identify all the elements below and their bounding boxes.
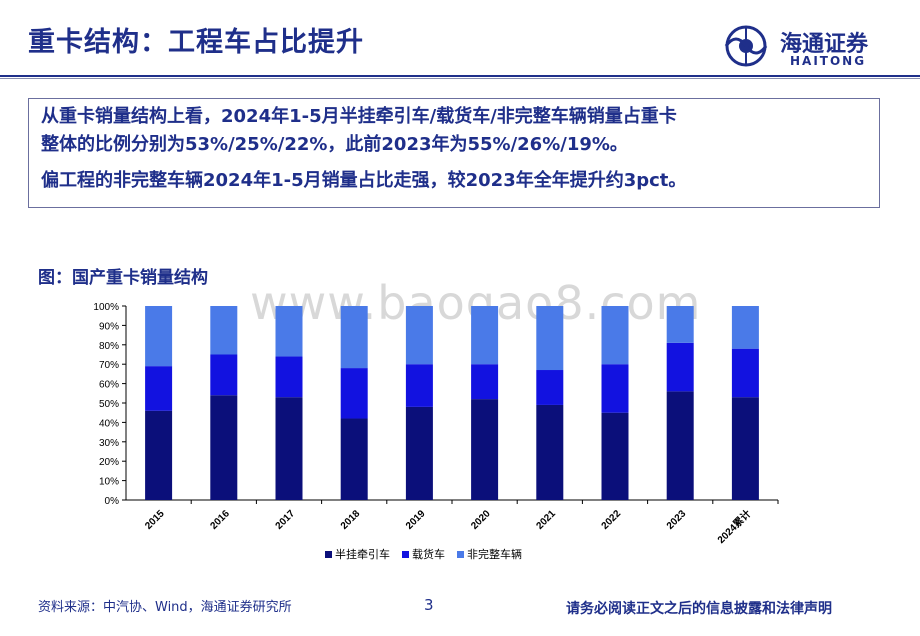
bar-segment [145, 306, 173, 367]
bar-segment [340, 418, 368, 500]
bar-segment [536, 370, 564, 405]
x-tick-label: 2017 [274, 508, 298, 532]
bar-segment [405, 306, 433, 365]
x-tick-label: 2023 [665, 508, 689, 532]
bar-segment [536, 404, 564, 500]
bar-segment [405, 406, 433, 500]
summary-box: 从重卡销量结构上看，2024年1-5月半挂牵引车/载货车/非完整车辆销量占重卡 … [28, 98, 880, 208]
x-tick-label: 2021 [534, 508, 558, 532]
bar-segment [145, 410, 173, 500]
legend-swatch [325, 551, 332, 558]
summary-line-3: 偏工程的非完整车辆2024年1-5月销量占比走强，较2023年全年提升约3pct… [41, 170, 687, 191]
header-rule-thin [0, 78, 920, 79]
bar-segment [210, 395, 238, 500]
bar-segment [275, 356, 303, 398]
bar-segment [666, 306, 694, 343]
bar-segment [731, 348, 759, 398]
legend-label: 非完整车辆 [467, 547, 522, 561]
legend-label: 半挂牵引车 [335, 547, 390, 561]
x-tick-label: 2016 [208, 508, 232, 532]
bar-segment [601, 412, 629, 500]
y-tick-label: 10% [99, 477, 119, 488]
x-tick-label: 2020 [469, 508, 493, 532]
summary-line-2: 整体的比例分别为53%/25%/22%，此前2023年为55%/26%/19%。 [41, 134, 628, 155]
x-tick-label: 2018 [339, 508, 363, 532]
y-tick-label: 0% [105, 496, 120, 507]
x-tick-label: 2015 [143, 508, 167, 532]
bar-segment [731, 306, 759, 349]
y-tick-label: 90% [99, 321, 119, 332]
legend-swatch [402, 551, 409, 558]
bar-segment [275, 397, 303, 500]
bar-segment [471, 306, 499, 365]
bar-segment [601, 306, 629, 365]
summary-line-1: 从重卡销量结构上看，2024年1-5月半挂牵引车/载货车/非完整车辆销量占重卡 [41, 106, 677, 127]
page-title: 重卡结构：工程车占比提升 [28, 27, 364, 58]
bar-segment [731, 397, 759, 500]
bar-segment [340, 368, 368, 419]
bar-segment [145, 366, 173, 411]
legend-label: 载货车 [412, 547, 445, 561]
logo-english-name: HAITONG [790, 54, 867, 68]
header-rule [0, 75, 920, 77]
y-tick-label: 40% [99, 418, 119, 429]
bar-segment [536, 306, 564, 371]
bar-segment [210, 354, 238, 396]
chart-title: 图：国产重卡销量结构 [38, 268, 208, 288]
bar-segment [666, 391, 694, 500]
source-note: 资料来源：中汽协、Wind，海通证券研究所 [38, 600, 292, 615]
bar-segment [275, 306, 303, 357]
y-tick-label: 30% [99, 438, 119, 449]
bar-segment [471, 364, 499, 400]
page-number: 3 [424, 596, 434, 614]
y-tick-label: 100% [93, 302, 119, 313]
bar-segment [405, 364, 433, 407]
x-tick-label: 2019 [404, 508, 428, 532]
logo-chinese-name: 海通证券 [780, 31, 869, 57]
haitong-emblem-icon [724, 25, 768, 67]
haitong-logo: 海通证券 HAITONG [722, 24, 892, 72]
y-tick-label: 20% [99, 457, 119, 468]
bar-segment [340, 306, 368, 369]
y-tick-label: 50% [99, 399, 119, 410]
x-tick-label: 2022 [600, 508, 624, 532]
x-tick-label: 2024累计 [714, 507, 753, 546]
bar-segment [666, 342, 694, 392]
bar-segment [210, 306, 238, 355]
y-tick-label: 70% [99, 360, 119, 371]
y-tick-label: 80% [99, 341, 119, 352]
bar-segment [601, 364, 629, 413]
legend-swatch [457, 551, 464, 558]
y-tick-label: 60% [99, 380, 119, 391]
bar-segment [471, 399, 499, 500]
disclaimer: 请务必阅读正文之后的信息披露和法律声明 [566, 601, 832, 617]
